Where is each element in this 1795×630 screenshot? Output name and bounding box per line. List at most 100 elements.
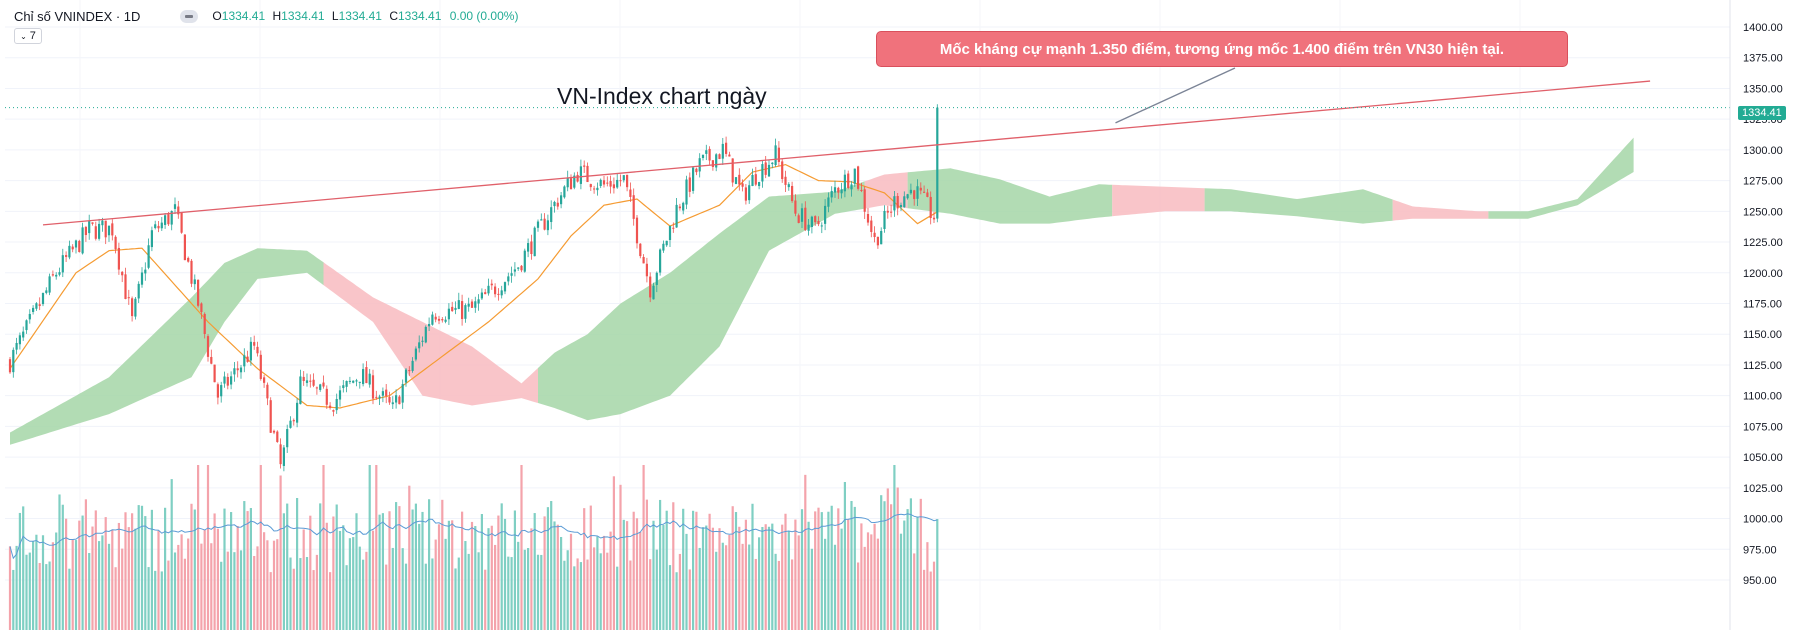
candle-body <box>589 184 592 188</box>
volume-bar <box>22 506 25 630</box>
open-label: O <box>212 9 222 23</box>
candle <box>266 382 269 406</box>
candle-body <box>127 297 130 299</box>
candle <box>299 369 302 405</box>
volume-bar <box>170 479 173 630</box>
candle <box>385 384 388 404</box>
price-axis-tick: 1025.00 <box>1743 483 1783 495</box>
candle <box>652 282 655 300</box>
candle-body <box>814 216 817 223</box>
candle-body <box>447 308 450 320</box>
volume-bar <box>857 562 860 630</box>
candle-body <box>477 299 480 304</box>
volume-bar <box>329 572 332 630</box>
candle <box>777 141 780 167</box>
candle-body <box>573 175 576 188</box>
candle-body <box>672 227 675 229</box>
candle <box>167 212 170 226</box>
candle <box>154 220 157 230</box>
volume-bar <box>758 537 761 630</box>
candle-body <box>45 290 48 293</box>
indicators-collapse-button[interactable]: ⌄ 7 <box>14 28 42 44</box>
candle <box>464 303 467 323</box>
candle <box>88 214 91 240</box>
candle <box>725 136 728 157</box>
candle-body <box>715 154 718 168</box>
candle-body <box>213 364 216 383</box>
candle-body <box>388 397 391 403</box>
volume-bar <box>909 498 912 630</box>
candle <box>117 242 120 275</box>
candle <box>583 160 586 173</box>
candle <box>269 397 272 433</box>
volume-bar <box>569 533 573 630</box>
candle-body <box>919 187 922 191</box>
candle <box>804 201 807 232</box>
candle-body <box>678 206 681 209</box>
candle-body <box>606 182 609 184</box>
candle <box>15 337 18 355</box>
symbol-title[interactable]: Chỉ số VNINDEX · 1D <box>14 8 141 24</box>
candle <box>395 389 398 409</box>
candle <box>923 185 926 194</box>
volume-bar <box>395 502 398 630</box>
candle <box>622 175 625 183</box>
candle-body <box>378 396 381 399</box>
volume-bar <box>715 551 718 630</box>
candle <box>708 146 711 165</box>
candle-body <box>929 196 932 218</box>
candle-body <box>616 179 619 188</box>
candle-body <box>685 179 688 205</box>
resistance-annotation[interactable]: Mốc kháng cự mạnh 1.350 điểm, tương ứng … <box>876 31 1568 67</box>
volume-bar <box>51 542 54 630</box>
candle <box>352 380 355 384</box>
candle <box>368 368 371 388</box>
candle <box>345 380 348 393</box>
volume-bar <box>180 534 183 630</box>
candle-body <box>906 194 909 199</box>
volume-bar <box>678 553 681 630</box>
price-axis-tick: 1075.00 <box>1743 421 1783 433</box>
volume-bar <box>279 475 282 630</box>
candle-body <box>596 187 599 191</box>
volume-bar <box>533 513 536 630</box>
volume-bar <box>220 561 223 630</box>
candle-body <box>668 225 672 241</box>
volume-bar <box>708 513 711 630</box>
visibility-toggle-icon[interactable] <box>180 9 199 23</box>
symbol-legend: Chỉ số VNINDEX · 1D O1334.41 H1334.41 L1… <box>14 6 518 26</box>
volume-bar <box>764 524 767 630</box>
candle <box>791 181 794 203</box>
candle-body <box>926 192 929 197</box>
volume-bar <box>606 552 609 630</box>
candle <box>173 197 177 214</box>
candle <box>51 270 54 277</box>
volume-bar <box>500 503 503 630</box>
candle-body <box>899 204 903 208</box>
volume-bar <box>586 559 589 630</box>
candle-body <box>111 223 114 236</box>
candle <box>190 259 193 288</box>
candle <box>494 283 497 298</box>
candle <box>309 374 312 388</box>
volume-bar <box>596 536 599 630</box>
candle <box>41 292 45 307</box>
candle <box>800 203 804 228</box>
volume-bar <box>936 519 939 630</box>
candle-body <box>246 356 249 362</box>
candle-body <box>909 189 912 194</box>
candle-body <box>180 212 183 233</box>
candle-body <box>335 398 338 411</box>
candle <box>22 326 25 341</box>
candle-body <box>147 245 150 268</box>
candle-body <box>751 174 754 186</box>
candle <box>833 180 837 198</box>
candle-body <box>560 195 563 205</box>
candle-body <box>682 202 685 211</box>
volume-bar <box>408 485 411 630</box>
candle <box>718 153 721 160</box>
candle-body <box>84 226 87 236</box>
volume-bar <box>817 507 820 630</box>
